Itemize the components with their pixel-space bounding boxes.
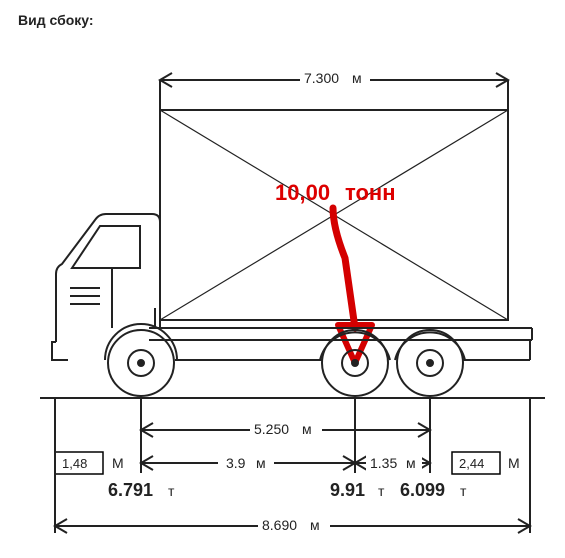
dim-wheelbase-unit: м xyxy=(302,421,312,437)
rear-axle-unit: т xyxy=(460,483,467,499)
rear-overhang-box: 2,44 М xyxy=(452,452,520,474)
dim-m2r-unit: м xyxy=(406,455,416,471)
rear-overhang-unit: М xyxy=(508,455,520,471)
dim-cargo-length: 7.300 м xyxy=(160,66,508,110)
dim-cargo-length-value: 7.300 xyxy=(304,70,339,86)
dim-front-to-mid: 3.9 м xyxy=(141,452,355,472)
front-overhang-box: 1,48 М xyxy=(55,452,124,474)
mid-axle-weight: 9.91 xyxy=(330,480,365,500)
axle-weights: 6.791 т 9.91 т 6.099 т xyxy=(108,480,467,500)
load-value: 10,00 xyxy=(275,180,330,205)
front-axle-unit: т xyxy=(168,483,175,499)
dim-overall-value: 8.690 xyxy=(262,517,297,533)
truck-body xyxy=(52,214,532,360)
dim-mid-to-rear: 1.35 м xyxy=(355,452,430,472)
dim-f2m-unit: м xyxy=(256,455,266,471)
rear-overhang-value: 2,44 xyxy=(459,456,484,471)
front-wheel xyxy=(108,330,174,396)
mid-axle-unit: т xyxy=(378,483,385,499)
dim-overall-unit: м xyxy=(310,517,320,533)
truck-diagram: 7.300 м 10,00 тонн xyxy=(0,28,565,558)
rear-axle-weight: 6.099 xyxy=(400,480,445,500)
front-overhang-unit: М xyxy=(112,455,124,471)
dim-cargo-length-unit: м xyxy=(352,70,362,86)
load-unit: тонн xyxy=(345,180,396,205)
diagram-svg: 7.300 м 10,00 тонн xyxy=(0,28,565,558)
front-overhang-value: 1,48 xyxy=(62,456,87,471)
view-title: Вид сбоку: xyxy=(0,0,565,28)
front-axle-weight: 6.791 xyxy=(108,480,153,500)
dim-f2m-value: 3.9 xyxy=(226,455,246,471)
dim-wheelbase-value: 5.250 xyxy=(254,421,289,437)
dim-m2r-value: 1.35 xyxy=(370,455,397,471)
